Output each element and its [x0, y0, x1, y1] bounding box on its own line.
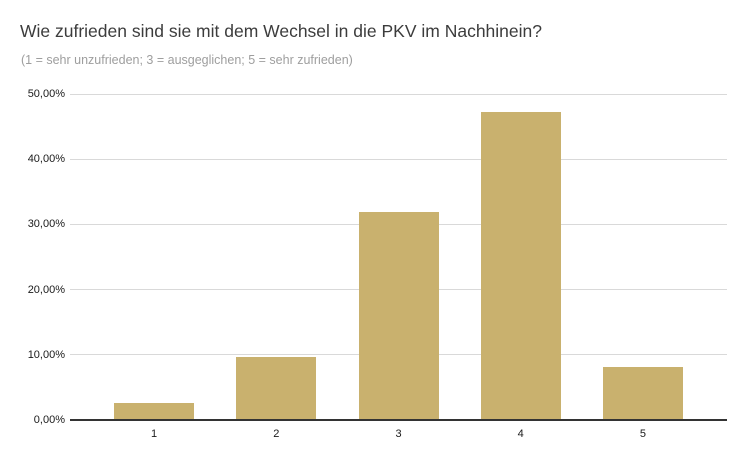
- bar-slot: [337, 94, 459, 420]
- y-tick-label: 0,00%: [33, 414, 65, 426]
- y-tick-label: 20,00%: [27, 283, 65, 296]
- bar-slot: [582, 94, 704, 420]
- bar-slot: [215, 94, 337, 420]
- bar-category-5: [602, 366, 683, 420]
- x-tick-label: 4: [517, 428, 524, 440]
- x-tick-label: 3: [395, 428, 402, 440]
- y-tick-label: 10,00%: [27, 348, 65, 361]
- y-tick-label: 50,00%: [27, 88, 65, 100]
- y-tick-label: 40,00%: [27, 153, 65, 166]
- chart-title: Wie zufrieden sind sie mit dem Wechsel i…: [20, 21, 542, 41]
- bar-category-4: [480, 112, 561, 420]
- bar-slot: [460, 94, 582, 420]
- x-tick-label: 1: [151, 428, 158, 440]
- gridline: [70, 93, 727, 95]
- x-tick-label: 2: [273, 428, 280, 440]
- bar-category-3: [358, 212, 439, 420]
- bar-slot: [93, 94, 215, 420]
- x-axis-line: [70, 419, 727, 421]
- bar-category-2: [236, 357, 317, 420]
- bar-category-1: [114, 403, 195, 420]
- plot-area: 0,00% 10,00% 20,00% 30,00% 40,00% 50,00% 1 2 3 4…: [28, 88, 727, 440]
- x-axis-labels: 1 2 3 4 5: [70, 428, 727, 441]
- y-tick-label: 30,00%: [27, 218, 65, 231]
- gridline: [70, 158, 727, 160]
- x-tick-label: 5: [639, 428, 646, 440]
- chart-subtitle: (1 = sehr unzufrieden; 3 = ausgeglichen;…: [21, 53, 353, 67]
- bars-row: [70, 94, 727, 420]
